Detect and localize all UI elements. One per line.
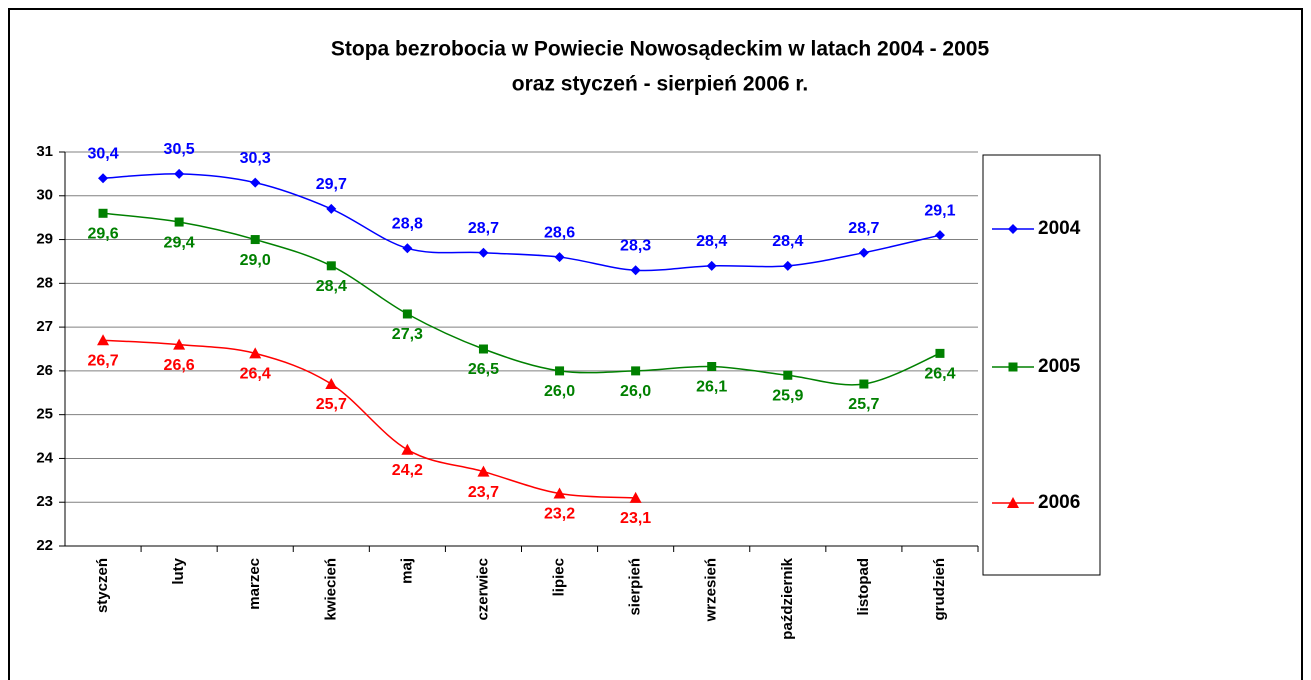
x-tick-label: luty xyxy=(170,557,187,584)
data-point xyxy=(250,235,260,245)
legend-label: 2004 xyxy=(1038,218,1081,239)
data-label: 24,2 xyxy=(392,462,423,479)
x-tick-label: październik xyxy=(779,557,796,639)
data-point xyxy=(174,168,185,179)
data-label: 26,7 xyxy=(87,352,118,369)
data-point xyxy=(707,362,717,372)
y-tick-label: 29 xyxy=(36,231,53,248)
data-label: 26,4 xyxy=(240,366,271,383)
data-label: 28,6 xyxy=(544,224,575,241)
y-tick-label: 22 xyxy=(36,537,53,554)
data-label: 30,5 xyxy=(164,141,195,158)
data-point xyxy=(631,366,641,376)
data-point xyxy=(477,465,490,477)
data-point xyxy=(706,260,717,271)
data-label: 28,4 xyxy=(316,278,347,295)
y-tick-label: 31 xyxy=(36,143,53,160)
data-label: 26,5 xyxy=(468,361,499,378)
data-label: 30,4 xyxy=(87,145,118,162)
data-label: 28,8 xyxy=(392,216,423,233)
x-tick-label: czerwiec xyxy=(474,558,491,621)
data-label: 26,1 xyxy=(696,379,727,396)
x-tick-label: kwiecień xyxy=(322,558,339,621)
data-label: 26,0 xyxy=(544,383,575,400)
y-tick-label: 26 xyxy=(36,362,53,379)
x-tick-label: sierpień xyxy=(627,558,644,616)
data-point xyxy=(478,247,489,258)
data-label: 25,9 xyxy=(772,387,803,404)
legend-marker xyxy=(1008,362,1018,372)
data-label: 23,7 xyxy=(468,484,499,501)
y-tick-label: 28 xyxy=(36,274,53,291)
legend-label: 2006 xyxy=(1038,492,1080,513)
data-label: 28,3 xyxy=(620,237,651,254)
data-point xyxy=(326,261,336,271)
data-point xyxy=(97,334,110,346)
data-point xyxy=(935,348,945,358)
data-label: 28,7 xyxy=(468,220,499,237)
data-point xyxy=(174,217,184,227)
data-point xyxy=(630,265,641,276)
data-point xyxy=(554,252,565,263)
data-point xyxy=(401,443,414,455)
data-point xyxy=(478,344,488,354)
x-tick-label: maj xyxy=(398,558,415,584)
data-point xyxy=(325,378,338,390)
data-label: 26,6 xyxy=(164,357,195,374)
data-point xyxy=(553,487,566,499)
data-label: 30,3 xyxy=(240,150,271,167)
y-tick-label: 27 xyxy=(36,318,53,335)
data-point xyxy=(555,366,565,376)
data-label: 28,4 xyxy=(772,233,803,250)
chart-subtitle: oraz styczeń - sierpień 2006 r. xyxy=(512,73,808,96)
data-label: 29,0 xyxy=(240,252,271,269)
data-point xyxy=(326,203,337,214)
data-point xyxy=(783,370,793,380)
data-point xyxy=(629,491,642,503)
x-tick-label: grudzień xyxy=(931,558,948,621)
data-point xyxy=(250,177,261,188)
x-tick-label: lipiec xyxy=(551,558,568,596)
data-label: 25,7 xyxy=(848,396,879,413)
data-label: 27,3 xyxy=(392,326,423,343)
data-label: 29,6 xyxy=(87,226,118,243)
data-point xyxy=(934,230,945,241)
legend-box xyxy=(982,154,1101,576)
data-point xyxy=(402,309,412,319)
data-label: 23,1 xyxy=(620,510,651,527)
x-tick-label: listopad xyxy=(855,558,872,616)
x-tick-label: styczeń xyxy=(94,558,111,613)
x-tick-label: marzec xyxy=(246,558,263,610)
y-tick-label: 25 xyxy=(36,406,53,423)
legend-marker xyxy=(1008,224,1018,234)
data-point xyxy=(249,347,262,359)
data-point xyxy=(859,379,869,389)
series-line xyxy=(102,339,636,499)
series-line xyxy=(102,173,941,272)
chart-frame xyxy=(8,8,1303,680)
data-label: 25,7 xyxy=(316,396,347,413)
data-label: 29,7 xyxy=(316,176,347,193)
data-label: 28,4 xyxy=(696,233,727,250)
legend-label: 2005 xyxy=(1038,356,1081,377)
x-tick-label: wrzesień xyxy=(703,558,720,622)
y-tick-label: 24 xyxy=(36,449,53,466)
data-label: 26,4 xyxy=(924,366,955,383)
data-label: 29,1 xyxy=(924,202,955,219)
data-point xyxy=(858,247,869,258)
data-label: 28,7 xyxy=(848,220,879,237)
legend-marker xyxy=(1007,497,1019,508)
y-tick-label: 23 xyxy=(36,493,53,510)
data-point xyxy=(173,338,186,350)
data-label: 26,0 xyxy=(620,383,651,400)
data-point xyxy=(402,243,413,254)
chart-title: Stopa bezrobocia w Powiecie Nowosądeckim… xyxy=(331,38,990,61)
data-point xyxy=(98,173,109,184)
y-tick-label: 30 xyxy=(36,187,53,204)
data-label: 29,4 xyxy=(164,234,195,251)
data-point xyxy=(782,260,793,271)
data-label: 23,2 xyxy=(544,506,575,523)
data-point xyxy=(98,208,108,218)
